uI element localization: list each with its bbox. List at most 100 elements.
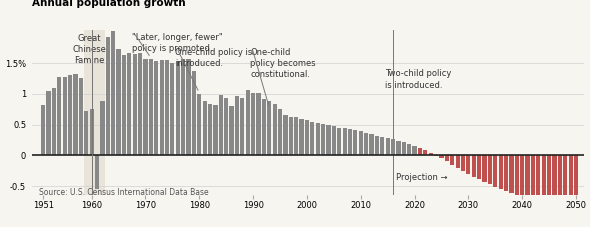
Bar: [230, 106, 234, 155]
Text: "Later, longer, fewer"
policy is promoted.: "Later, longer, fewer" policy is promote…: [132, 33, 222, 53]
Bar: [418, 148, 422, 155]
Bar: [455, 155, 460, 168]
Bar: [63, 77, 67, 155]
Bar: [407, 144, 411, 155]
Bar: [84, 30, 105, 195]
Bar: [57, 77, 61, 155]
Bar: [477, 155, 481, 179]
Text: Two-child policy
is introduced.: Two-child policy is introduced.: [385, 69, 451, 89]
Bar: [224, 98, 228, 155]
Bar: [558, 155, 562, 205]
Text: Projection →: Projection →: [396, 173, 447, 183]
Bar: [445, 155, 449, 161]
Bar: [514, 155, 519, 195]
Bar: [133, 54, 137, 155]
Bar: [116, 49, 121, 155]
Bar: [122, 55, 126, 155]
Bar: [364, 133, 368, 155]
Bar: [526, 155, 530, 198]
Bar: [348, 129, 352, 155]
Bar: [149, 59, 153, 155]
Bar: [245, 90, 250, 155]
Bar: [251, 93, 255, 155]
Bar: [79, 78, 83, 155]
Bar: [235, 96, 239, 155]
Bar: [171, 63, 175, 155]
Bar: [95, 155, 99, 189]
Bar: [316, 123, 320, 155]
Bar: [542, 155, 546, 202]
Bar: [332, 126, 336, 155]
Bar: [273, 104, 277, 155]
Bar: [68, 75, 72, 155]
Text: Source: U.S. Census International Data Base: Source: U.S. Census International Data B…: [39, 188, 209, 197]
Bar: [461, 155, 465, 171]
Bar: [423, 151, 427, 155]
Bar: [262, 99, 266, 155]
Bar: [391, 139, 395, 155]
Bar: [106, 37, 110, 155]
Text: Annual population growth: Annual population growth: [32, 0, 186, 8]
Bar: [111, 31, 115, 155]
Bar: [504, 155, 508, 191]
Bar: [385, 138, 390, 155]
Bar: [402, 142, 406, 155]
Bar: [127, 53, 132, 155]
Text: One-child
policy becomes
constitutional.: One-child policy becomes constitutional.: [250, 48, 316, 79]
Bar: [326, 125, 330, 155]
Bar: [343, 128, 347, 155]
Bar: [536, 155, 540, 201]
Bar: [41, 105, 45, 155]
Bar: [47, 91, 51, 155]
Bar: [574, 155, 578, 207]
Bar: [138, 53, 142, 155]
Bar: [520, 155, 525, 196]
Bar: [369, 134, 373, 155]
Bar: [509, 155, 513, 193]
Bar: [73, 74, 78, 155]
Bar: [186, 59, 191, 155]
Bar: [159, 60, 163, 155]
Bar: [52, 88, 56, 155]
Bar: [396, 141, 401, 155]
Bar: [547, 155, 551, 203]
Bar: [493, 155, 497, 187]
Bar: [563, 155, 568, 206]
Bar: [283, 115, 287, 155]
Bar: [197, 94, 201, 155]
Bar: [434, 155, 438, 156]
Bar: [466, 155, 470, 174]
Bar: [219, 95, 223, 155]
Bar: [531, 155, 535, 200]
Bar: [428, 153, 433, 155]
Bar: [208, 104, 212, 155]
Bar: [267, 101, 271, 155]
Bar: [380, 137, 384, 155]
Bar: [488, 155, 492, 184]
Bar: [192, 71, 196, 155]
Bar: [499, 155, 503, 189]
Bar: [300, 119, 304, 155]
Bar: [569, 155, 573, 206]
Bar: [289, 117, 293, 155]
Bar: [471, 155, 476, 177]
Bar: [294, 117, 299, 155]
Bar: [552, 155, 556, 204]
Bar: [440, 155, 444, 158]
Bar: [240, 98, 244, 155]
Bar: [176, 61, 180, 155]
Bar: [337, 128, 342, 155]
Bar: [165, 60, 169, 155]
Bar: [310, 122, 314, 155]
Bar: [483, 155, 487, 182]
Text: Great
Chinese
Famine: Great Chinese Famine: [72, 34, 106, 65]
Bar: [214, 105, 218, 155]
Bar: [321, 124, 325, 155]
Bar: [450, 155, 454, 165]
Bar: [278, 109, 282, 155]
Bar: [412, 146, 417, 155]
Bar: [143, 59, 148, 155]
Bar: [154, 61, 158, 155]
Bar: [353, 130, 358, 155]
Bar: [375, 136, 379, 155]
